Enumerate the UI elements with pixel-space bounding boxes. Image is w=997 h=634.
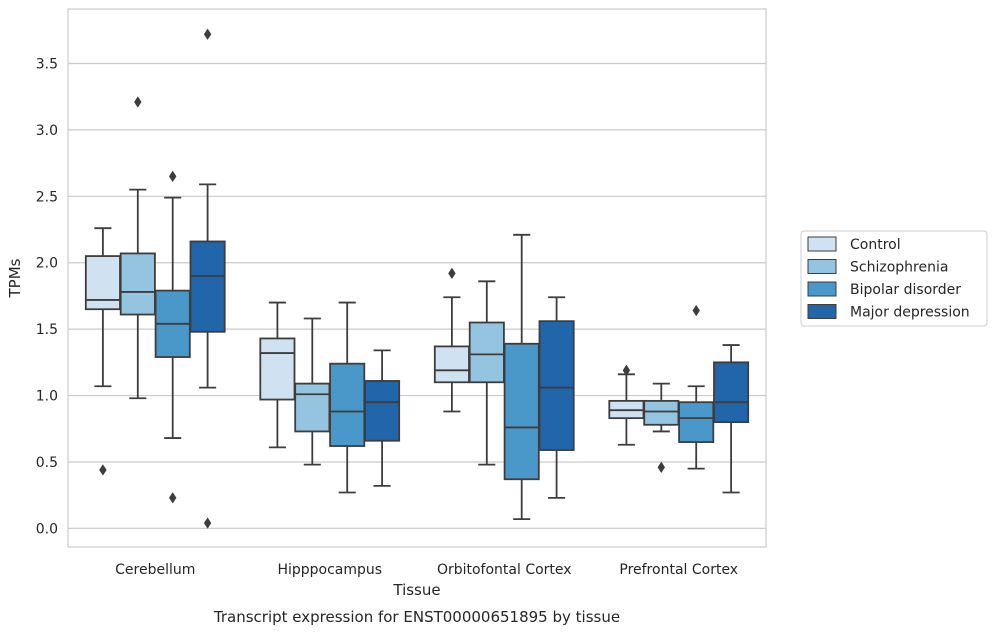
x-tick-label: Prefrontal Cortex (619, 562, 738, 578)
box-group (468, 280, 505, 466)
box-group (84, 227, 121, 476)
box-group (259, 301, 296, 449)
legend-swatch (807, 281, 837, 297)
box-group (643, 382, 680, 474)
y-tick-label: 1.0 (36, 389, 58, 405)
box-group (503, 233, 540, 521)
box-group (154, 170, 191, 504)
x-tick-label: Orbitofontal Cortex (437, 562, 572, 578)
outlier-point (692, 304, 700, 317)
box-group (119, 96, 156, 400)
box (329, 362, 366, 447)
box (538, 320, 575, 451)
box (294, 382, 331, 433)
outlier-point (134, 96, 142, 108)
y-tick-label: 0.0 (36, 521, 58, 537)
outlier-point (622, 364, 631, 377)
legend-label: Schizophrenia (850, 260, 948, 276)
outlier-point (657, 461, 666, 474)
box-group (713, 344, 750, 494)
x-tick-label: Hipppocampus (277, 562, 382, 578)
legend-label: Control (850, 237, 901, 253)
outlier-point (203, 28, 212, 40)
plot-frame (67, 8, 767, 548)
box (189, 240, 226, 333)
outlier-point (99, 464, 107, 476)
box-group (433, 267, 470, 413)
box-group (678, 304, 715, 470)
box (468, 321, 505, 384)
box-group (538, 296, 575, 499)
box (84, 255, 121, 311)
y-axis-ticks: 0.0 0.5 1.0 1.5 2.0 2.5 3.0 3.5 (36, 56, 58, 537)
x-axis-title: Tissue (392, 581, 440, 599)
legend-swatch (807, 236, 837, 252)
box-group (189, 28, 226, 529)
box-group (608, 364, 645, 446)
outlier-point (448, 267, 456, 280)
box-group (294, 317, 331, 466)
box (678, 401, 715, 443)
box (119, 252, 156, 316)
legend-label: Bipolar disorder (850, 282, 961, 298)
legend-label: Major depression (850, 305, 970, 321)
y-tick-label: 2.5 (36, 189, 58, 205)
outlier-point (203, 517, 212, 529)
box (364, 380, 401, 442)
box (503, 342, 540, 481)
x-tick-label: Cerebellum (115, 562, 195, 578)
box (643, 399, 680, 426)
box-group (364, 349, 401, 487)
outlier-point (168, 170, 177, 183)
legend-swatch (807, 259, 837, 274)
y-tick-label: 3.0 (36, 123, 58, 139)
y-tick-label: 1.5 (36, 322, 58, 338)
x-axis-ticks: Cerebellum Hipppocampus Orbitofontal Corte… (115, 562, 738, 578)
legend-frame (800, 230, 988, 327)
chart-caption: Transcript expression for ENST0000065189… (213, 608, 620, 626)
box (713, 361, 750, 424)
legend: Control Schizophrenia Bipolar disorder Majo… (800, 230, 988, 327)
y-tick-label: 3.5 (36, 56, 58, 72)
outlier-point (168, 492, 177, 504)
legend-swatch (807, 304, 837, 319)
y-axis-title: TPMs (6, 258, 24, 298)
plot-boxes (84, 28, 750, 529)
y-tick-label: 2.0 (36, 256, 58, 272)
box (433, 345, 470, 384)
y-tick-label: 0.5 (36, 455, 58, 471)
box-group (329, 301, 366, 494)
box (259, 337, 296, 401)
